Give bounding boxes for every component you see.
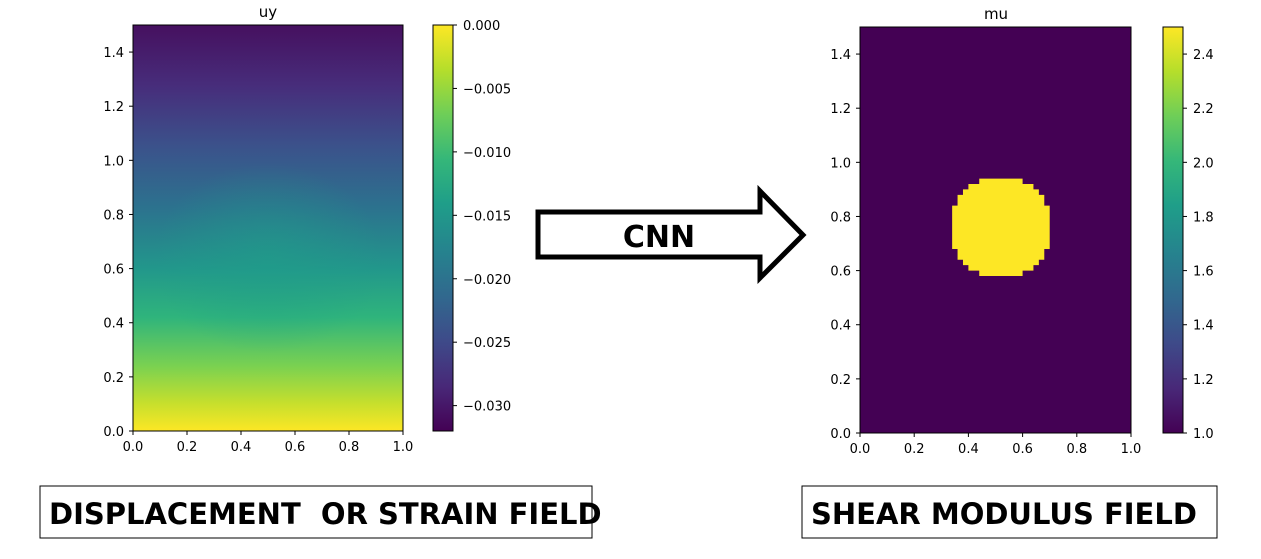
left-caption-text: DISPLACEMENT OR STRAIN FIELD: [49, 497, 602, 531]
right-caption-frame: [801, 485, 1218, 539]
mu-y-tick-label: 1.4: [830, 48, 851, 63]
mu-y-axis: 0.0 0.2 0.4 0.6 0.8 1.0 1.2 1.4: [830, 48, 860, 442]
uy-y-tick-label: 0.8: [103, 208, 124, 223]
uy-panel: uy 0.0 0.2 0.4 0.6 0.8 1.0 0.0 0.2 0.4 0.6 0.8 1.0…: [103, 3, 511, 455]
uy-colorbar-axis: 0.000 −0.005 −0.010 −0.015 −0.020 −0.025 −0.03…: [453, 19, 511, 415]
uy-colorbar-tick-label: −0.025: [463, 336, 511, 351]
left-caption-box: DISPLACEMENT OR STRAIN FIELD: [39, 485, 602, 539]
arrow-shape: [535, 184, 807, 285]
mu-x-axis: 0.0 0.2 0.4 0.6 0.8 1.0: [850, 433, 1142, 457]
mu-title: mu: [984, 5, 1008, 23]
uy-y-tick-label: 0.4: [103, 317, 124, 332]
mu-y-tick-label: 0.6: [830, 265, 851, 280]
uy-y-axis: 0.0 0.2 0.4 0.6 0.8 1.0 1.2 1.4: [103, 46, 133, 440]
right-caption-box: SHEAR MODULUS FIELD: [801, 485, 1218, 539]
mu-y-tick-label: 0.4: [830, 319, 851, 334]
uy-colorbar-tick-label: −0.010: [463, 146, 511, 161]
uy-y-tick-label: 0.0: [103, 425, 124, 440]
mu-x-tick-label: 0.6: [1012, 442, 1033, 457]
uy-x-axis: 0.0 0.2 0.4 0.6 0.8 1.0: [123, 431, 414, 455]
uy-colorbar-tick-label: −0.015: [463, 209, 511, 224]
uy-y-tick-label: 1.4: [103, 46, 124, 61]
uy-colorbar-tick-label: −0.020: [463, 273, 511, 288]
mu-y-tick-label: 0.0: [830, 427, 851, 442]
uy-x-tick-label: 0.8: [339, 440, 360, 455]
mu-x-tick-label: 0.2: [904, 442, 925, 457]
uy-y-tick-label: 0.6: [103, 263, 124, 278]
uy-colorbar-tick-label: −0.005: [463, 82, 511, 97]
mu-colorbar-tick-label: 1.6: [1193, 265, 1214, 280]
mu-colorbar-tick-label: 2.2: [1193, 102, 1214, 117]
mu-y-tick-label: 0.2: [830, 373, 851, 388]
mu-colorbar-tick-label: 1.0: [1193, 427, 1214, 442]
mu-y-tick-label: 1.2: [830, 102, 851, 117]
cnn-arrow: CNN: [535, 184, 807, 285]
uy-colorbar: [432, 24, 454, 432]
mu-x-tick-label: 1.0: [1121, 442, 1142, 457]
uy-x-tick-label: 0.4: [231, 440, 252, 455]
mu-colorbar-tick-label: 1.8: [1193, 210, 1214, 225]
left-caption-frame: [39, 485, 593, 539]
uy-x-tick-label: 1.0: [393, 440, 414, 455]
mu-x-tick-label: 0.8: [1066, 442, 1087, 457]
uy-field-bulge: [153, 163, 383, 353]
mu-x-tick-label: 0.0: [850, 442, 871, 457]
mu-colorbar-axis: 1.0 1.2 1.4 1.6 1.8 2.0 2.2 2.4: [1183, 48, 1214, 442]
mu-y-tick-label: 0.8: [830, 210, 851, 225]
uy-axes-frame: [132, 24, 404, 432]
uy-y-tick-label: 0.2: [103, 371, 124, 386]
uy-x-tick-label: 0.2: [177, 440, 198, 455]
uy-x-tick-label: 0.6: [285, 440, 306, 455]
mu-panel: mu 0.0 0.2 0.4 0.6 0.8 1.0 0.0 0.2 0.4 0.6 0.8 1.0…: [830, 5, 1213, 457]
uy-colorbar-tick-label: 0.000: [463, 19, 500, 34]
mu-colorbar-tick-label: 2.0: [1193, 156, 1214, 171]
uy-y-tick-label: 1.2: [103, 100, 124, 115]
mu-colorbar: [1162, 26, 1184, 434]
mu-colorbar-tick-label: 1.4: [1193, 319, 1214, 334]
mu-inclusion: [952, 178, 1050, 277]
uy-title: uy: [259, 3, 278, 21]
mu-x-tick-label: 0.4: [958, 442, 979, 457]
right-caption-text: SHEAR MODULUS FIELD: [811, 497, 1197, 531]
uy-colorbar-tick-label: −0.030: [463, 400, 511, 415]
mu-axes-frame: [859, 26, 1132, 434]
arrow-label: CNN: [623, 220, 695, 255]
mu-colorbar-tick-label: 2.4: [1193, 48, 1214, 63]
uy-x-tick-label: 0.0: [123, 440, 144, 455]
mu-colorbar-tick-label: 1.2: [1193, 373, 1214, 388]
mu-y-tick-label: 1.0: [830, 156, 851, 171]
uy-y-tick-label: 1.0: [103, 154, 124, 169]
